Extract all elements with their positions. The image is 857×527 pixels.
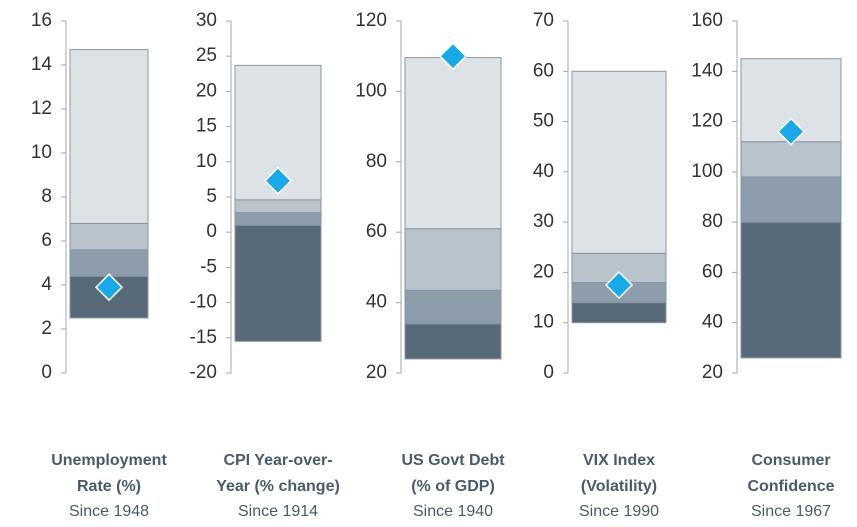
current-marker: [438, 42, 468, 71]
range-segment: [740, 176, 842, 223]
panel-subtitle: Since 1967: [751, 503, 831, 520]
current-marker: [604, 270, 634, 300]
range-segment: [404, 323, 502, 360]
y-tick-label: 40: [702, 312, 723, 333]
y-tick-label: -20: [190, 362, 217, 383]
range-segment: [404, 57, 502, 230]
range-segment: [571, 70, 667, 254]
y-tick-label: 50: [533, 111, 554, 132]
y-tick-label: 60: [702, 261, 723, 282]
panel-title: Unemployment: [51, 452, 167, 469]
y-tick-label: 20: [366, 362, 387, 383]
y-tick-label: 4: [41, 274, 52, 295]
panel-subtitle: Since 1914: [238, 503, 318, 520]
y-tick-label: 14: [31, 54, 53, 75]
y-tick-label: 40: [366, 292, 387, 313]
current-marker: [94, 273, 124, 302]
y-tick-label: 6: [41, 230, 52, 251]
range-segment: [234, 199, 322, 213]
y-tick-label: 5: [206, 186, 217, 207]
panel-title: VIX Index: [583, 452, 655, 469]
y-tick-label: 100: [355, 80, 387, 101]
y-tick-label: 40: [533, 161, 554, 182]
y-tick-label: 120: [691, 111, 723, 132]
y-tick-label: 8: [41, 186, 52, 207]
range-segment: [69, 249, 149, 277]
y-tick-label: 120: [355, 10, 387, 31]
y-tick-label: 2: [41, 318, 52, 339]
panel-title: (% of GDP): [411, 478, 495, 495]
y-tick-label: 0: [206, 221, 217, 242]
y-tick-label: 15: [196, 116, 217, 137]
y-tick-label: 20: [533, 261, 554, 282]
y-tick-label: 70: [533, 10, 554, 31]
y-tick-label: 60: [533, 60, 554, 81]
range-segment: [740, 221, 842, 359]
y-tick-label: 100: [691, 161, 723, 182]
y-tick-label: 30: [533, 211, 554, 232]
current-marker: [263, 166, 293, 195]
panel-title: US Govt Debt: [401, 452, 505, 469]
y-tick-label: 30: [196, 10, 217, 31]
y-tick-label: 160: [691, 10, 723, 31]
range-segment: [234, 224, 322, 342]
range-segment: [404, 289, 502, 325]
y-tick-label: 20: [702, 362, 723, 383]
y-tick-label: 80: [702, 211, 723, 232]
y-tick-label: 25: [196, 45, 217, 66]
y-tick-label: 10: [196, 151, 217, 172]
y-tick-label: 80: [366, 151, 387, 172]
y-tick-label: 140: [691, 60, 723, 81]
y-tick-label: 0: [543, 362, 554, 383]
panel-title: Year (% change): [216, 478, 340, 495]
y-tick-label: 20: [196, 80, 217, 101]
panel-title: (Volatility): [581, 478, 657, 495]
range-segment: [69, 222, 149, 251]
range-segment: [571, 302, 667, 324]
y-tick-label: 12: [31, 98, 52, 119]
range-segment: [234, 211, 322, 226]
panel-title: Confidence: [747, 478, 834, 495]
y-tick-label: 0: [41, 362, 52, 383]
panel-subtitle: Since 1990: [579, 503, 659, 520]
y-tick-label: -5: [200, 256, 217, 277]
panel-subtitle: Since 1940: [413, 503, 493, 520]
y-tick-label: 16: [31, 10, 52, 31]
y-tick-label: -10: [190, 292, 217, 313]
range-segment: [404, 228, 502, 291]
y-tick-label: 10: [533, 312, 554, 333]
panel-title: Rate (%): [77, 478, 141, 495]
y-tick-label: -15: [190, 327, 217, 348]
range-segment: [69, 49, 149, 224]
panel-title: Consumer: [751, 452, 830, 469]
y-tick-label: 10: [31, 142, 52, 163]
panel-subtitle: Since 1948: [69, 503, 149, 520]
y-tick-label: 60: [366, 221, 387, 242]
range-segment: [740, 141, 842, 178]
panel-title: CPI Year-over-: [223, 452, 332, 469]
current-marker: [776, 117, 806, 146]
